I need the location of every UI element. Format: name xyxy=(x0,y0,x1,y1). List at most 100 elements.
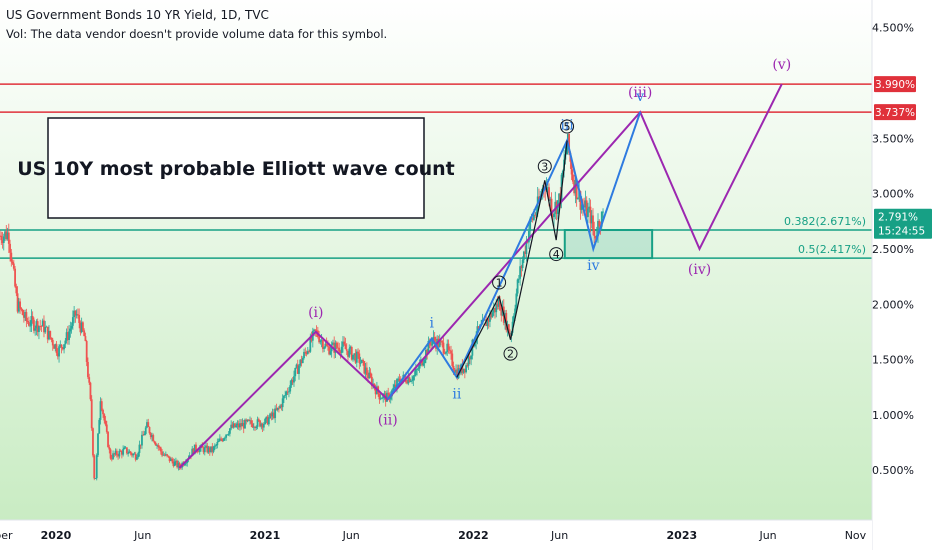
candle-body xyxy=(132,453,135,456)
candle-body xyxy=(7,232,10,244)
candle-body xyxy=(41,320,44,327)
candle-body xyxy=(10,252,13,262)
candle-body xyxy=(593,229,596,237)
candle-body xyxy=(526,241,529,243)
fib-level-label: 0.5(2.417%) xyxy=(798,243,866,256)
candle-body xyxy=(466,365,469,367)
candle-body xyxy=(167,455,170,457)
candle-body xyxy=(70,325,73,329)
time-axis-background xyxy=(0,520,872,550)
candle-body xyxy=(211,446,214,452)
candle-body xyxy=(1,240,4,243)
candle-body xyxy=(321,340,324,349)
candle-body xyxy=(127,453,130,454)
candle-body xyxy=(301,358,304,364)
candle-body xyxy=(172,461,175,466)
level-axis-tag xyxy=(874,104,916,121)
title-box xyxy=(47,117,425,219)
candle-body xyxy=(198,448,201,452)
candle-body xyxy=(412,376,415,381)
candle-body xyxy=(379,398,382,400)
candle-body xyxy=(422,363,425,366)
candle-body xyxy=(364,367,367,374)
candle-body xyxy=(75,314,78,316)
candle-body xyxy=(246,419,249,422)
candle-body xyxy=(55,344,58,354)
wave-label-minor: ii xyxy=(452,386,461,402)
candle-body xyxy=(324,343,327,348)
candle-body xyxy=(262,424,265,428)
x-tick-label: Nov xyxy=(845,529,867,542)
candle-body xyxy=(61,347,64,350)
candle-body xyxy=(594,236,597,239)
candle-body xyxy=(495,303,498,313)
candle-body xyxy=(407,377,410,384)
candle-body xyxy=(4,231,6,237)
candle-body xyxy=(314,329,317,331)
candle-body xyxy=(114,450,117,455)
candle-body xyxy=(491,312,494,318)
candle-body xyxy=(477,326,480,329)
candle-body xyxy=(203,447,206,453)
candle-body xyxy=(534,214,537,216)
candle-body xyxy=(108,447,111,450)
candle-body xyxy=(600,211,603,227)
candle-body xyxy=(141,434,143,446)
candle-body xyxy=(205,445,207,448)
candle-body xyxy=(447,343,450,350)
candle-body xyxy=(577,198,579,200)
candle-body xyxy=(570,161,573,175)
last-price-tag xyxy=(874,208,932,239)
candle-body xyxy=(93,455,96,479)
candle-body xyxy=(94,478,97,479)
candle-body xyxy=(387,392,390,394)
wave-label-minor: i xyxy=(429,316,434,332)
candle-body xyxy=(171,458,174,462)
candle-body xyxy=(69,328,72,332)
candle-body xyxy=(46,326,49,340)
candle-body xyxy=(299,359,302,366)
candle-body xyxy=(264,418,266,425)
candle-body xyxy=(441,341,444,343)
candle-body xyxy=(90,399,93,429)
candle-body xyxy=(310,336,313,341)
candle-body xyxy=(433,336,436,342)
candle-body xyxy=(578,191,581,199)
wave-line-minute xyxy=(456,140,568,378)
candle-body xyxy=(216,442,219,446)
candle-body xyxy=(153,441,156,443)
wave-label-intermediate: (v) xyxy=(772,57,791,73)
candle-body xyxy=(256,419,259,427)
candle-body xyxy=(112,453,114,459)
x-tick-label: Jun xyxy=(550,529,568,542)
candle-body xyxy=(291,379,294,383)
candle-body xyxy=(348,348,351,357)
candle-body xyxy=(592,215,594,230)
candle-body xyxy=(496,303,499,307)
candle-body xyxy=(286,391,289,393)
candle-body xyxy=(590,215,593,224)
candle-body xyxy=(386,392,388,402)
candle-body xyxy=(344,344,347,350)
candle-body xyxy=(272,412,275,419)
candle-body xyxy=(408,377,411,382)
candle-body xyxy=(290,379,293,386)
candle-body xyxy=(124,447,127,449)
fib-retracement-zone xyxy=(563,229,654,260)
candle-body xyxy=(88,377,91,383)
candle-body xyxy=(448,349,451,351)
candle-body xyxy=(381,398,383,400)
candle-body xyxy=(98,419,101,434)
candle-body xyxy=(497,299,500,307)
candle-body xyxy=(120,451,123,455)
candle-body xyxy=(259,420,261,427)
candle-body xyxy=(169,458,172,462)
candle-body xyxy=(215,445,217,447)
candle-body xyxy=(107,431,109,448)
candle-body xyxy=(261,423,264,428)
candle-body xyxy=(232,423,235,428)
candle-body xyxy=(68,331,70,341)
candle-body xyxy=(389,396,392,400)
